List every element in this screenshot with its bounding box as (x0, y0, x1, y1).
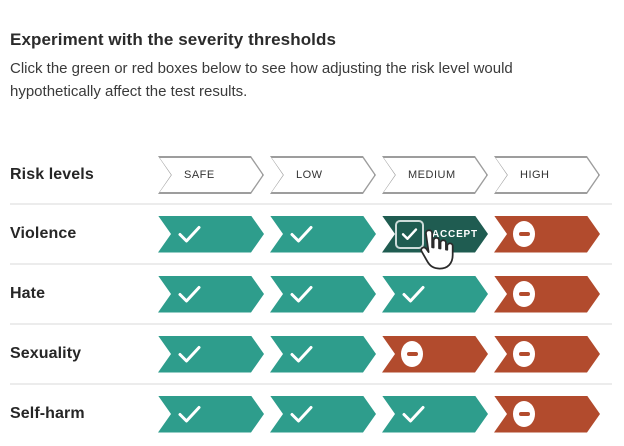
risk-cell-violence-high[interactable] (494, 216, 600, 253)
row-label: Hate (10, 285, 46, 302)
hand-cursor-icon (409, 229, 455, 275)
check-icon (177, 344, 202, 364)
risk-cell-self-harm-medium[interactable] (382, 396, 488, 433)
check-icon (401, 227, 418, 241)
risk-levels-label: Risk levels (10, 166, 94, 183)
accept-checkbox[interactable] (395, 220, 424, 249)
level-header-medium: MEDIUM (382, 156, 488, 194)
risk-cell-self-harm-low[interactable] (270, 396, 376, 433)
description-line-2: hypothetically affect the test results. (10, 83, 248, 100)
risk-cell-sexuality-high[interactable] (494, 336, 600, 373)
level-header-high: HIGH (494, 156, 600, 194)
risk-cell-hate-safe[interactable] (158, 276, 264, 313)
table-row-violence: Violence ACCEPT (10, 203, 612, 263)
risk-cell-sexuality-safe[interactable] (158, 336, 264, 373)
block-icon (401, 341, 423, 367)
block-icon (513, 401, 535, 427)
risk-cell-sexuality-low[interactable] (270, 336, 376, 373)
row-label: Violence (10, 225, 77, 242)
risk-cell-self-harm-safe[interactable] (158, 396, 264, 433)
risk-cell-sexuality-medium[interactable] (382, 336, 488, 373)
page-description: Click the green or red boxes below to se… (10, 57, 604, 103)
page-title: Experiment with the severity thresholds (10, 30, 337, 49)
check-icon (177, 224, 202, 244)
table-row-self-harm: Self-harm (10, 383, 612, 443)
risk-cell-hate-high[interactable] (494, 276, 600, 313)
check-icon (289, 224, 314, 244)
description-line-1: Click the green or red boxes below to se… (10, 60, 513, 77)
level-header-low: LOW (270, 156, 376, 194)
table-row-hate: Hate (10, 263, 612, 323)
check-icon (401, 284, 426, 304)
block-icon (513, 281, 535, 307)
row-label: Self-harm (10, 405, 85, 422)
check-icon (401, 404, 426, 424)
table-row-sexuality: Sexuality (10, 323, 612, 383)
risk-cell-violence-safe[interactable] (158, 216, 264, 253)
risk-cell-violence-low[interactable] (270, 216, 376, 253)
block-icon (513, 341, 535, 367)
risk-cell-hate-medium[interactable] (382, 276, 488, 313)
accept-label: ACCEPT (432, 228, 478, 240)
row-label: Sexuality (10, 345, 82, 362)
risk-cell-hate-low[interactable] (270, 276, 376, 313)
check-icon (177, 284, 202, 304)
block-icon (513, 221, 535, 247)
check-icon (177, 404, 202, 424)
check-icon (289, 284, 314, 304)
risk-table: Risk levels SAFE LOW MEDIUM HIGH Violenc… (0, 147, 624, 443)
risk-levels-header-row: Risk levels SAFE LOW MEDIUM HIGH (10, 147, 612, 203)
level-header-safe: SAFE (158, 156, 264, 194)
risk-cell-self-harm-high[interactable] (494, 396, 600, 433)
check-icon (289, 344, 314, 364)
check-icon (289, 404, 314, 424)
